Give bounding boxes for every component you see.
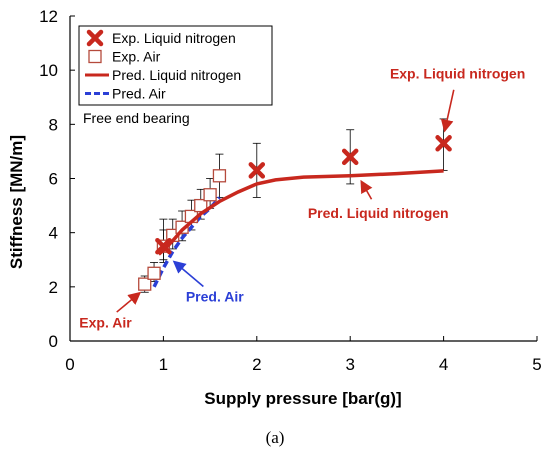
x-tick-label: 3 — [345, 355, 354, 374]
legend: Exp. Liquid nitrogen Exp. Air Pred. Liquid… — [78, 25, 273, 106]
exp-nitrogen-marker — [248, 162, 266, 179]
legend-entry: Pred. Liquid nitrogen — [85, 67, 241, 83]
legend-label: Pred. Air — [112, 86, 166, 102]
y-axis-label: Stiffness [MN/m] — [7, 135, 26, 269]
y-tick-label: 0 — [49, 332, 58, 351]
x-stroke — [435, 135, 452, 152]
plot-area: Exp. Liquid nitrogen Pred. Liquid nitroge… — [79, 65, 525, 330]
annotation-arrow — [172, 260, 204, 288]
annotation-label: Exp. Liquid nitrogen — [390, 65, 525, 81]
annotation-arrow — [116, 291, 142, 313]
legend-label: Pred. Liquid nitrogen — [112, 67, 241, 83]
y-tick-label: 8 — [49, 115, 58, 134]
x-stroke — [155, 237, 172, 255]
y-tick-label: 12 — [39, 7, 58, 26]
exp-nitrogen-marker — [155, 237, 172, 255]
exp-air-marker — [212, 169, 227, 183]
legend-entry: Exp. Liquid nitrogen — [86, 29, 236, 47]
x-tick-label: 4 — [439, 355, 448, 374]
inset-label: Free end bearing — [83, 110, 190, 126]
legend-box — [78, 25, 273, 106]
x-stroke — [341, 148, 359, 166]
exp-air-marker — [194, 198, 208, 213]
legend-label: Exp. Air — [112, 49, 161, 65]
annotation-arrow — [440, 89, 455, 133]
exp-air-marker — [203, 188, 217, 202]
y-tick-label: 4 — [49, 224, 58, 243]
legend-label: Exp. Liquid nitrogen — [112, 30, 236, 46]
x-tick-label: 0 — [65, 355, 74, 374]
x-tick-label: 5 — [532, 355, 541, 374]
annotation-label: Pred. Liquid nitrogen — [308, 205, 449, 221]
pred-air-line — [152, 196, 221, 288]
y-tick-label: 10 — [39, 61, 58, 80]
exp-nitrogen-marker — [341, 148, 359, 166]
figure-caption: (a) — [266, 428, 285, 447]
x-axis-label: Supply pressure [bar(g)] — [204, 389, 401, 408]
x-tick-label: 1 — [159, 355, 168, 374]
annotation-arrow — [360, 179, 373, 200]
x-tick-label: 2 — [252, 355, 261, 374]
legend-air-marker — [88, 49, 102, 64]
pred-nitrogen-line — [157, 169, 444, 256]
y-tick-label: 2 — [49, 278, 58, 297]
legend-entry: Pred. Air — [85, 86, 166, 102]
x-stroke — [86, 29, 104, 47]
exp-air-marker — [138, 277, 152, 291]
exp-nitrogen-marker — [435, 135, 452, 152]
y-tick-label: 6 — [49, 170, 58, 189]
legend-nitrogen-marker — [86, 29, 104, 47]
legend-entry: Exp. Air — [88, 49, 161, 65]
x-stroke — [248, 162, 266, 179]
exp-air-marker — [175, 220, 189, 234]
annotation-label: Pred. Air — [186, 289, 244, 305]
exp-air-marker — [147, 266, 161, 280]
annotation-label: Exp. Air — [79, 314, 132, 330]
